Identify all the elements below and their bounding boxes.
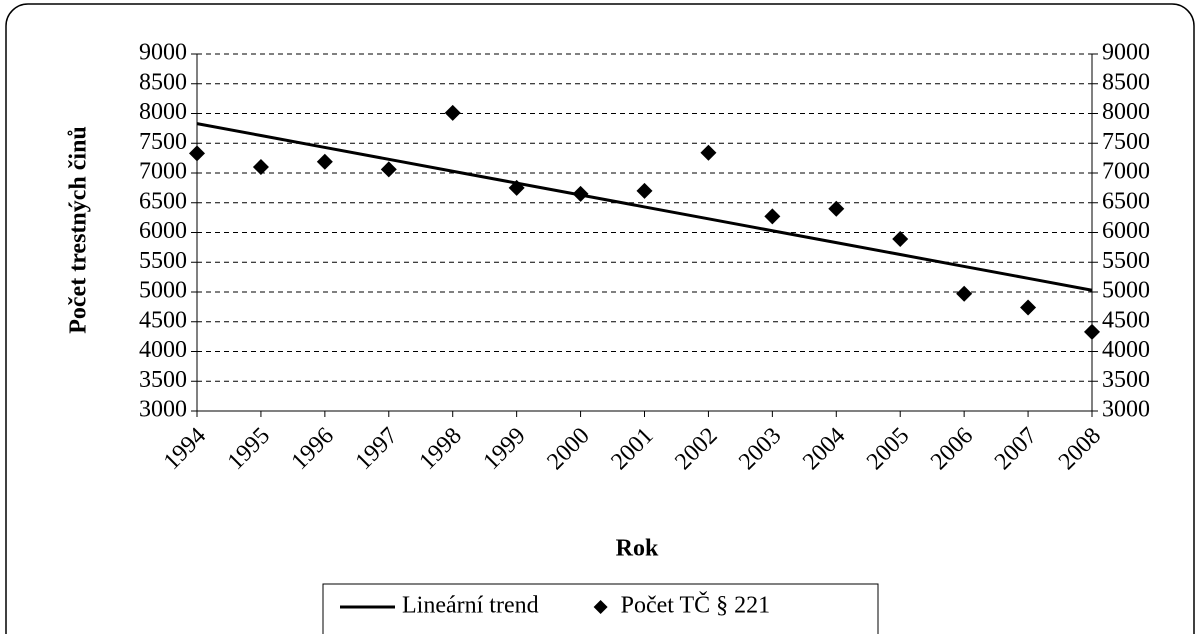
data-point: [764, 208, 781, 225]
y2-tick-label: 8000: [1102, 99, 1150, 125]
y2-tick-label: 7000: [1102, 159, 1150, 185]
x-axis-title: Rok: [616, 536, 659, 562]
y2-tick-label: 9000: [1102, 40, 1150, 66]
y2-tick-label: 4500: [1102, 307, 1150, 333]
data-point: [828, 200, 845, 217]
y2-tick-label: 5500: [1102, 248, 1150, 274]
data-point: [252, 159, 269, 176]
y2-tick-label: 5000: [1102, 278, 1150, 304]
y2-tick-label: 6500: [1102, 188, 1150, 214]
y2-tick-label: 3000: [1102, 397, 1150, 423]
legend-label: Počet TČ § 221: [621, 592, 771, 619]
legend-label: Lineární trend: [402, 593, 539, 619]
y2-tick-label: 6000: [1102, 218, 1150, 244]
trend-line: [196, 122, 1093, 292]
data-point: [444, 104, 461, 121]
data-point: [316, 153, 333, 170]
data-point: [508, 179, 525, 196]
y-tick-label: 5000: [139, 278, 187, 304]
data-point: [1020, 299, 1037, 316]
y2-tick-label: 4000: [1102, 337, 1150, 363]
y-tick-label: 4000: [139, 337, 187, 363]
y2-tick-label: 7500: [1102, 129, 1150, 155]
y-tick-label: 8000: [139, 99, 187, 125]
legend-marker: [593, 600, 608, 614]
y-tick-label: 3500: [139, 367, 187, 393]
data-point: [700, 144, 717, 161]
y2-tick-label: 3500: [1102, 367, 1150, 393]
y-axis-title: Počet trestných činů: [66, 126, 92, 334]
data-point: [572, 185, 589, 202]
y-tick-label: 7500: [139, 129, 187, 155]
chart-frame: [5, 3, 1195, 634]
data-point: [1084, 323, 1100, 340]
y-tick-label: 6000: [139, 218, 187, 244]
y-tick-label: 9000: [139, 40, 187, 66]
data-point: [636, 182, 653, 199]
y-tick-label: 5500: [139, 248, 187, 274]
data-point: [892, 231, 909, 248]
y-tick-label: 4500: [139, 307, 187, 333]
y-tick-label: 3000: [139, 397, 187, 423]
data-point: [189, 145, 205, 162]
y-tick-label: 7000: [139, 159, 187, 185]
y-tick-label: 6500: [139, 188, 187, 214]
data-point: [956, 285, 973, 302]
y-tick-label: 8500: [139, 69, 187, 95]
y2-tick-label: 8500: [1102, 69, 1150, 95]
data-point: [380, 161, 397, 178]
